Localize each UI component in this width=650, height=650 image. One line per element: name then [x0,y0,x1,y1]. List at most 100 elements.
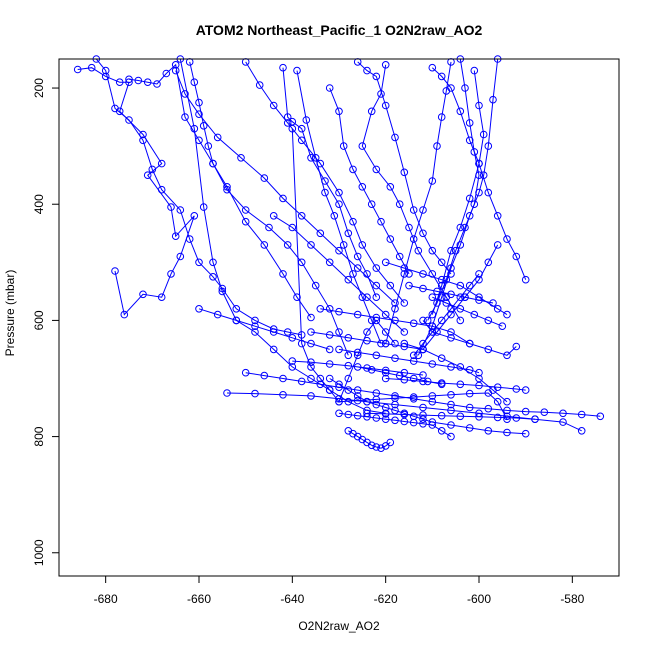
data-point [307,358,315,367]
data-point [381,368,390,377]
data-point [465,424,474,432]
data-point [465,281,474,290]
data-point [339,241,348,249]
data-point [433,328,441,336]
data-point [400,342,409,351]
data-point [391,305,399,313]
data-point [269,212,278,220]
profile-line-24 [366,412,536,420]
data-point [386,438,395,447]
data-point [255,81,264,89]
data-point [381,258,390,267]
y-tick-label: 200 [32,78,46,98]
data-point [391,339,399,348]
data-point [134,76,143,85]
data-point [503,428,511,437]
data-point [381,374,390,383]
y-tick-label: 800 [32,426,46,446]
data-point [307,154,315,162]
data-point [442,87,451,95]
data-point [125,75,133,84]
profile-line-8 [282,67,377,298]
data-point [367,107,376,116]
data-point [479,130,488,139]
data-point [307,363,315,371]
data-point [447,421,455,429]
profile-line-6 [179,58,386,414]
data-point [195,305,203,313]
data-point [260,174,269,182]
data-point [101,66,110,75]
data-point [447,328,455,336]
data-point [461,84,469,92]
data-point [358,142,367,150]
data-point [171,66,180,75]
profile-line-26 [385,378,526,391]
data-point [381,310,390,319]
data-point [475,159,483,168]
data-point [120,310,129,319]
profile-line-3 [128,63,312,318]
data-point [279,194,287,203]
data-point [465,339,474,348]
data-point [325,374,334,383]
data-point [73,65,82,74]
data-point [251,322,259,331]
data-point [456,281,465,290]
data-point [269,328,278,336]
data-point [283,241,292,249]
data-point [456,380,465,389]
data-point [447,264,455,272]
data-point [451,246,460,255]
data-point [465,119,474,127]
data-point [176,206,185,214]
data-point [321,188,329,197]
data-point [269,345,278,354]
data-point [437,275,446,284]
data-point [470,148,479,156]
data-point [115,78,124,86]
data-point [521,407,530,416]
data-point [344,386,353,394]
data-point [391,354,399,363]
y-tick-label: 400 [32,194,46,214]
data-point [503,412,511,421]
plot-frame [58,58,620,577]
data-point [596,412,605,421]
data-point [409,357,418,365]
data-point [288,357,297,365]
data-point [251,328,259,336]
data-point [405,281,413,290]
data-point [307,313,315,322]
profile-line-15 [427,58,480,321]
data-point [475,296,483,304]
data-point [428,328,437,336]
data-point [307,374,315,383]
data-point [260,371,269,380]
profile-line-29 [320,308,470,345]
data-point [433,142,441,150]
data-point [139,136,147,145]
data-point [297,377,306,386]
data-point [344,361,353,370]
profile-line-9 [296,70,382,344]
data-point [428,360,437,368]
data-point [372,293,381,302]
data-point [279,374,287,383]
data-point [223,389,231,397]
data-point [400,299,409,307]
data-point [484,142,493,150]
data-point [484,258,493,267]
data-point [419,345,427,354]
data-point [419,316,427,325]
data-point [288,363,297,371]
data-point [456,363,465,371]
data-point [367,366,376,374]
data-point [391,299,399,307]
data-point [493,397,502,406]
data-point [409,418,418,427]
data-point [577,427,586,435]
data-point [204,142,213,150]
data-point [162,69,171,78]
